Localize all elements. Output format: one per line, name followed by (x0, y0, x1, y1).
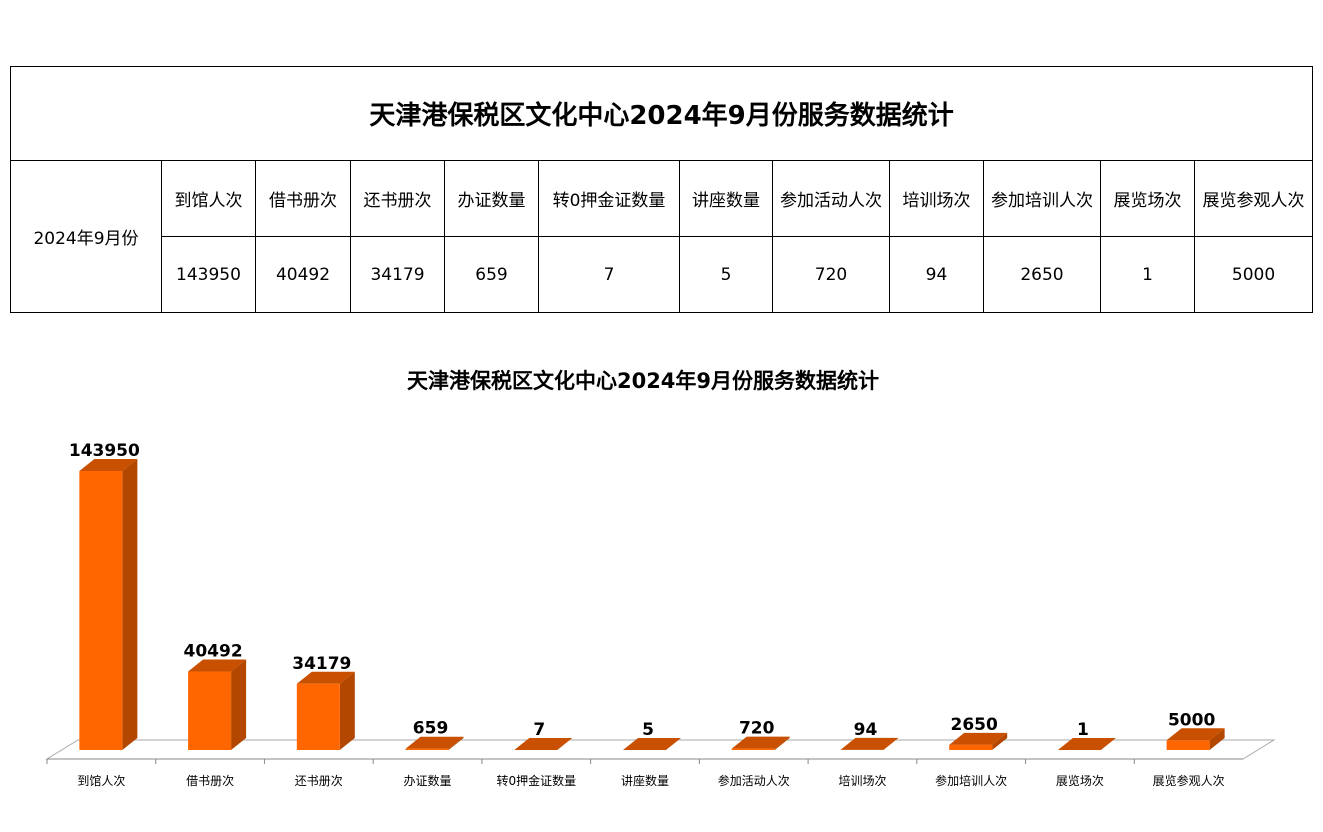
x-tick-label: 培训场次 (838, 773, 886, 788)
bar (731, 736, 790, 750)
bar-side (1100, 737, 1116, 750)
bar-side (557, 737, 573, 750)
bar-front (296, 683, 340, 750)
table-header-cell: 培训场次 (889, 160, 984, 237)
table-header-cell: 讲座数量 (679, 160, 773, 237)
bar (1166, 728, 1225, 750)
bar-top (840, 737, 899, 750)
x-tick-label: 展览参观人次 (1153, 773, 1225, 788)
bar (514, 737, 573, 750)
bar (79, 459, 138, 750)
x-tick-label: 还书册次 (295, 774, 343, 788)
table-value-cell: 5 (679, 236, 773, 313)
bar-side (992, 732, 1008, 750)
table-header-cell: 办证数量 (444, 160, 539, 237)
data-label: 720 (739, 719, 775, 739)
bar-side (122, 459, 138, 750)
table-value-cell: 1 (1100, 236, 1195, 313)
bar-side (883, 737, 899, 750)
bar-side (448, 736, 464, 750)
data-label: 1 (1077, 720, 1089, 740)
table-header-cell: 参加活动人次 (772, 160, 890, 237)
bar-front (405, 748, 449, 750)
bar (405, 736, 464, 750)
table-value-cell: 2650 (983, 236, 1101, 313)
x-tick-label: 到馆人次 (77, 773, 125, 788)
bar-top (405, 736, 464, 749)
bar-top (1166, 728, 1225, 741)
bar-top (1057, 737, 1116, 750)
x-tick-label: 参加培训人次 (935, 773, 1007, 788)
x-tick-label: 参加活动人次 (718, 773, 790, 788)
data-label: 34179 (292, 654, 351, 674)
bar-chart-3d: 143950 到馆人次 40492 借书册次 34179 还书册次 659 办证数量 7 转0押金… (45, 441, 1276, 788)
data-label: 5 (642, 720, 654, 740)
stats-table: 天津港保税区文化中心2024年9月份服务数据统计 2024年9月份 到馆人次 借书… (9, 66, 1314, 313)
table-value-cell: 5000 (1193, 236, 1314, 313)
bar-top (79, 459, 138, 471)
table-header-cell: 展览场次 (1100, 160, 1195, 237)
bar-side (774, 736, 790, 750)
table-header-cell: 到馆人次 (161, 160, 256, 237)
bar (949, 732, 1008, 750)
bar-top (623, 737, 681, 750)
bar (623, 737, 681, 750)
x-tick-label: 转0押金证数量 (496, 773, 576, 788)
table-value-cell: 40492 (255, 236, 351, 313)
bar-side (339, 671, 355, 750)
bar-front (731, 748, 775, 750)
data-label: 94 (854, 720, 878, 740)
table-header-cell: 展览参观人次 (1193, 160, 1314, 237)
data-label: 40492 (184, 642, 243, 662)
data-label: 5000 (1168, 710, 1215, 730)
bar-top (949, 732, 1008, 745)
table-title: 天津港保税区文化中心2024年9月份服务数据统计 (9, 66, 1314, 161)
bar-top (514, 737, 573, 750)
x-tick-label: 借书册次 (186, 774, 234, 788)
bar-top (188, 659, 247, 672)
data-label: 7 (533, 720, 545, 740)
bar-side (231, 659, 247, 750)
table-value-cell: 143950 (161, 236, 256, 313)
data-label: 659 (413, 719, 449, 739)
table-value-cell: 659 (444, 236, 539, 313)
table-value-cell: 720 (772, 236, 890, 313)
bar (840, 737, 899, 750)
bar-side (1209, 728, 1225, 750)
bar-side (666, 737, 681, 750)
bar-top (731, 736, 790, 749)
table-header-cell: 转0押金证数量 (538, 160, 680, 237)
table-header-cell: 还书册次 (350, 160, 445, 237)
row-label: 2024年9月份 (10, 160, 162, 313)
bar-front (188, 671, 232, 750)
x-tick-label: 办证数量 (404, 773, 452, 788)
table-value-cell: 94 (889, 236, 984, 313)
bar-front (1166, 740, 1210, 750)
table-header-cell: 借书册次 (255, 160, 351, 237)
x-tick-label: 展览场次 (1056, 773, 1104, 788)
table-value-cell: 7 (538, 236, 680, 313)
bar (188, 659, 247, 750)
bar (296, 671, 355, 750)
table-value-cell: 34179 (350, 236, 445, 313)
x-tick-label: 讲座数量 (621, 773, 669, 788)
data-label: 143950 (69, 441, 140, 461)
bar-front (949, 744, 993, 750)
table-header-cell: 参加培训人次 (983, 160, 1101, 237)
data-label: 2650 (951, 715, 998, 735)
chart-title: 天津港保税区文化中心2024年9月份服务数据统计 (406, 369, 880, 393)
bar-top (296, 671, 355, 684)
bar-front (79, 471, 123, 750)
bar (1057, 737, 1116, 750)
